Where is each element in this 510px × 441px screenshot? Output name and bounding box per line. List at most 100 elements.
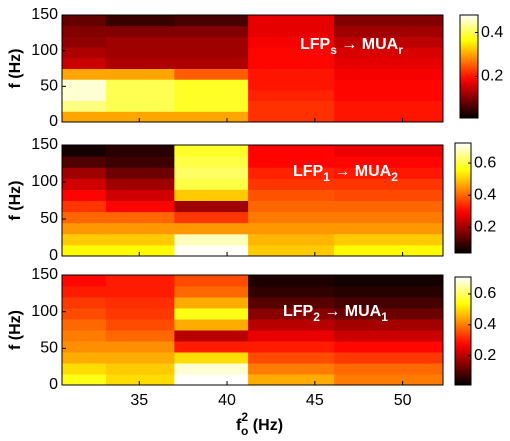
heatmap-cell xyxy=(62,308,107,320)
heatmap-cell xyxy=(105,100,175,112)
annotation: LFPs → MUAr xyxy=(300,36,403,57)
heatmap-cell xyxy=(248,89,335,102)
heatmap-cell xyxy=(248,68,335,80)
heatmap-cell xyxy=(174,341,249,353)
heatmap-cell xyxy=(248,25,335,37)
heatmap-cell xyxy=(62,47,107,59)
heatmap-cell xyxy=(62,167,107,179)
heatmap-cell xyxy=(174,89,249,102)
heatmap-cell xyxy=(105,25,175,37)
colorbar xyxy=(454,142,472,254)
heatmap-cell xyxy=(62,89,107,102)
heatmap-cell xyxy=(334,211,444,224)
heatmap-cell xyxy=(334,244,444,257)
heatmap-cell xyxy=(248,167,335,179)
y-tick-label: 100 xyxy=(31,303,58,320)
heatmap-cell xyxy=(334,200,444,213)
annotation-subscript: 1 xyxy=(381,310,388,324)
heatmap-cell xyxy=(174,47,249,59)
heatmap-cell xyxy=(248,189,335,201)
annotation-text: LFP xyxy=(300,36,331,53)
annotation-text: → MUA xyxy=(320,303,382,320)
heatmap-cell xyxy=(174,330,249,342)
heatmap-cell xyxy=(105,156,175,168)
heatmap-cell xyxy=(334,330,444,342)
heatmap-cell xyxy=(174,68,249,80)
heatmap-cell xyxy=(105,68,175,80)
x-label-sub: o xyxy=(241,424,248,438)
y-tick-label: 50 xyxy=(40,210,58,227)
y-tick-label: 0 xyxy=(49,376,58,393)
annotation-subscript: s xyxy=(330,43,337,57)
heatmap-cell xyxy=(334,15,444,27)
heatmap-cell xyxy=(248,286,335,298)
x-tick-label: 50 xyxy=(394,392,412,409)
heatmap-cell xyxy=(248,57,335,69)
heatmap-cell xyxy=(174,275,249,287)
heatmap-cell xyxy=(105,330,175,342)
heatmap-cell xyxy=(248,297,335,309)
heatmap-cell xyxy=(248,244,335,257)
heatmap-cell xyxy=(62,244,107,257)
heatmap-cell xyxy=(174,156,249,168)
y-tick-label: 0 xyxy=(49,113,58,130)
annotation-text: LFP xyxy=(293,163,324,180)
heatmap-cell xyxy=(62,200,107,213)
colorbar-tick-label: 0.2 xyxy=(474,347,496,364)
heatmap-cell xyxy=(62,330,107,342)
heatmap-cell xyxy=(248,178,335,190)
heatmap-cell xyxy=(62,100,107,112)
heatmap-cell xyxy=(248,341,335,353)
heatmap-cell xyxy=(334,297,444,309)
heatmap-cell xyxy=(62,57,107,69)
heatmap-cell xyxy=(105,352,175,364)
heatmap-cell xyxy=(334,275,444,287)
heatmap-cell xyxy=(334,341,444,353)
heatmap-cell xyxy=(62,178,107,190)
heatmap-cell xyxy=(105,47,175,59)
heatmap-cell xyxy=(105,297,175,309)
heatmap-cell xyxy=(62,111,107,123)
y-tick-label: 100 xyxy=(31,42,58,59)
heatmap-cell xyxy=(62,68,107,80)
annotation-text: → MUA xyxy=(330,163,392,180)
heatmap-cell xyxy=(248,222,335,235)
heatmap-cell xyxy=(248,330,335,342)
y-axis-label: f (Hz) xyxy=(7,310,24,350)
annotation-subscript: 2 xyxy=(313,310,320,324)
annotation: LFP2 → MUA1 xyxy=(283,303,388,324)
heatmap-cell xyxy=(62,36,107,48)
heatmap-cell xyxy=(334,68,444,80)
heatmap-cell xyxy=(334,156,444,168)
y-tick-label: 150 xyxy=(31,266,58,283)
heatmap-cell xyxy=(334,319,444,331)
heatmap-cell xyxy=(105,319,175,331)
heatmap-cell xyxy=(248,156,335,168)
colorbar xyxy=(454,276,472,386)
heatmap-cell xyxy=(174,352,249,364)
heatmap-cell xyxy=(334,100,444,112)
x-tick-label: 40 xyxy=(218,392,236,409)
heatmap-cell xyxy=(174,15,249,27)
heatmap-cell xyxy=(174,145,249,157)
axes-frame xyxy=(61,274,444,386)
heatmap-cell xyxy=(174,25,249,37)
heatmap-cell xyxy=(105,200,175,213)
heatmap-cell xyxy=(105,145,175,157)
heatmap-cell xyxy=(62,352,107,364)
heatmap-cell xyxy=(105,244,175,257)
y-tick-label: 50 xyxy=(40,78,58,95)
y-tick-label: 0 xyxy=(49,247,58,264)
x-label-unit: (Hz) xyxy=(248,417,283,434)
heatmap-cell xyxy=(248,15,335,27)
heatmap-cell xyxy=(105,222,175,235)
heatmap-cell xyxy=(334,352,444,364)
heatmap-cell xyxy=(334,47,444,59)
heatmap-cell xyxy=(248,111,335,123)
y-axis-label: f (Hz) xyxy=(7,181,24,221)
heatmap-cell xyxy=(105,167,175,179)
colorbar xyxy=(459,14,479,119)
heatmap-cell xyxy=(62,15,107,27)
colorbar-tick-label: 0.4 xyxy=(481,24,503,41)
